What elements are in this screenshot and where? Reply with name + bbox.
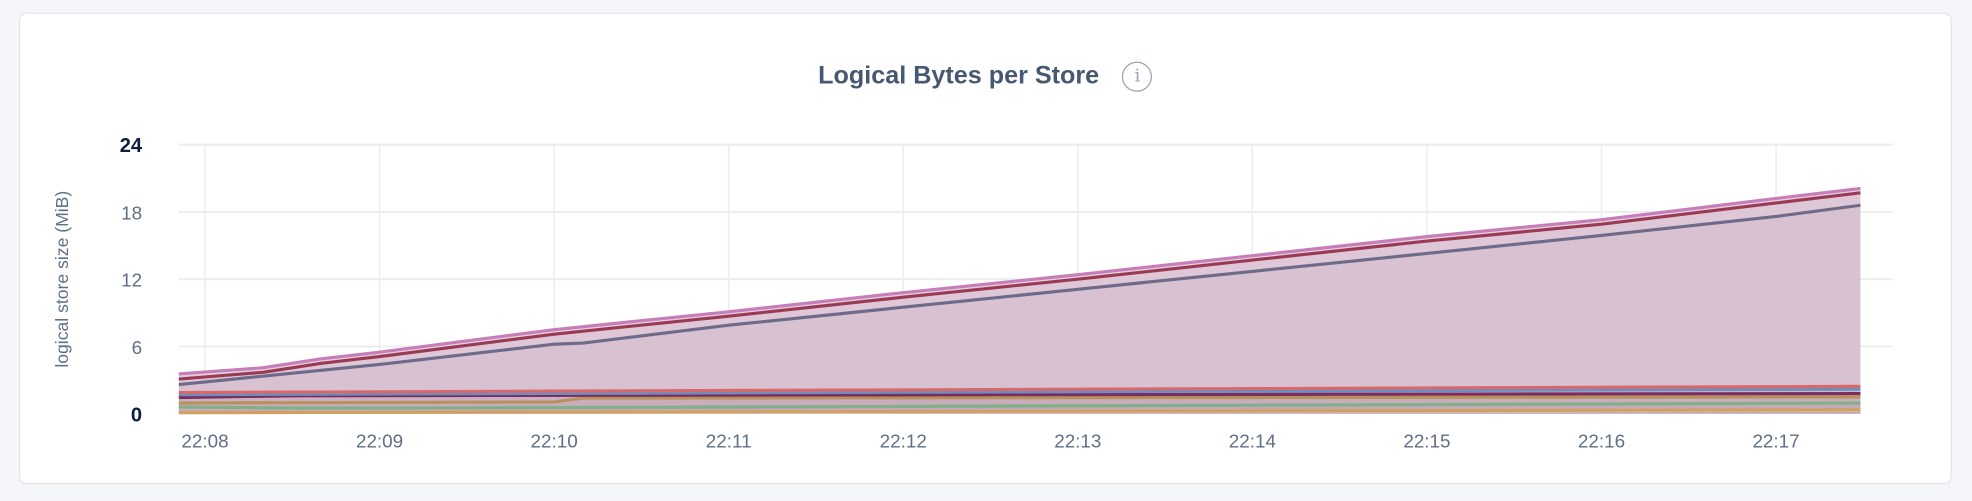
chart-title: Logical Bytes per Store: [818, 62, 1100, 90]
x-tick-label: 22:13: [1054, 431, 1101, 452]
x-tick-label: 22:11: [706, 431, 752, 452]
area-fill: [178, 188, 1861, 414]
x-tick-label: 22:12: [880, 431, 927, 452]
series-line-1: [178, 408, 1861, 415]
x-tick-label: 22:16: [1578, 431, 1625, 452]
y-tick-label: 24: [120, 135, 143, 157]
series-line-9: [178, 186, 1861, 376]
x-tick-label: 22:15: [1403, 431, 1450, 452]
series-area-7: [178, 205, 1861, 414]
y-tick-label: 12: [121, 270, 142, 291]
series-line-8: [178, 191, 1861, 381]
series-line-2: [178, 401, 1861, 410]
series-line-5: [178, 387, 1861, 397]
series-area-9: [178, 188, 1861, 414]
y-tick-label: 6: [132, 337, 143, 358]
y-tick-label: 0: [131, 404, 142, 426]
x-tick-label: 22:14: [1229, 431, 1276, 452]
x-tick-label: 22:09: [356, 431, 403, 452]
y-axis-label: logical store size (MiB): [52, 191, 72, 368]
series-line-3: [178, 395, 1861, 405]
x-tick-label: 22:10: [531, 431, 578, 452]
x-tick-label: 22:17: [1752, 431, 1799, 452]
y-tick-label: 18: [121, 202, 142, 223]
x-tick-label: 22:08: [181, 431, 228, 452]
series-line-6: [178, 384, 1861, 395]
info-icon[interactable]: i: [1122, 61, 1153, 92]
series-line-7: [178, 203, 1861, 387]
series-area-8: [178, 192, 1861, 414]
